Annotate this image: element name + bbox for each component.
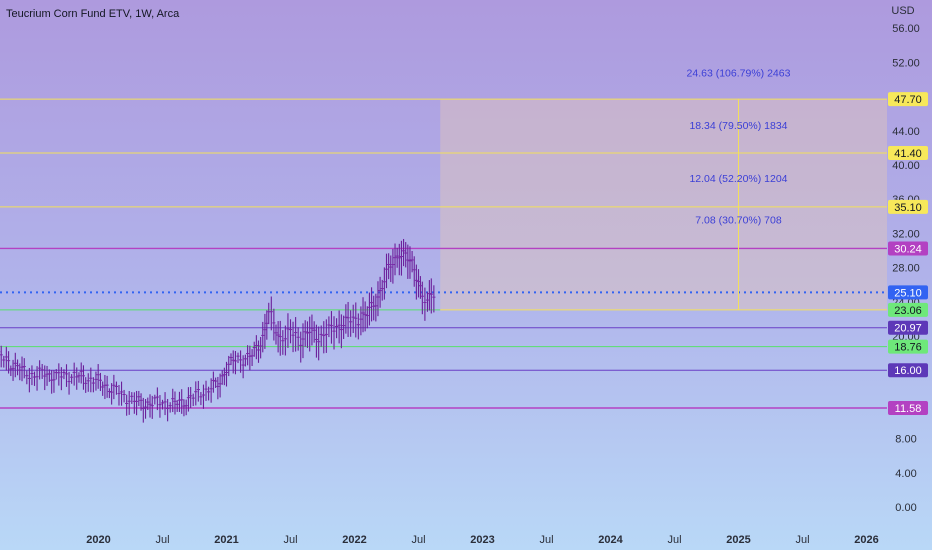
price-tag-label: 30.24 xyxy=(894,243,922,255)
price-tag-label: 47.70 xyxy=(894,94,922,106)
price-tag[interactable] xyxy=(888,241,928,256)
price-bars xyxy=(0,238,436,423)
price-tag-label: 41.40 xyxy=(894,148,922,160)
price-tag-label: 35.10 xyxy=(894,202,922,214)
y-tick-label: 32.00 xyxy=(892,228,920,240)
y-tick-label: 40.00 xyxy=(892,160,920,172)
x-tick-label: 2023 xyxy=(470,534,494,546)
x-tick-label: Jul xyxy=(667,534,681,546)
price-tag[interactable] xyxy=(888,320,928,335)
x-tick-label: Jul xyxy=(539,534,553,546)
fib-annotation: 18.34 (79.50%) 1834 xyxy=(689,120,787,132)
x-tick-label: Jul xyxy=(283,534,297,546)
y-tick-label: 52.00 xyxy=(892,57,920,69)
currency-label: USD xyxy=(891,5,914,17)
x-tick-label: 2025 xyxy=(726,534,750,546)
x-tick-label: Jul xyxy=(155,534,169,546)
x-tick-label: 2024 xyxy=(598,534,623,546)
price-tag[interactable] xyxy=(888,199,928,214)
y-tick-label: 56.00 xyxy=(892,23,920,35)
x-tick-label: 2022 xyxy=(342,534,366,546)
x-tick-label: Jul xyxy=(795,534,809,546)
price-tag[interactable] xyxy=(888,285,928,300)
y-tick-label: 28.00 xyxy=(892,263,920,275)
fib-annotation: 24.63 (106.79%) 2463 xyxy=(687,68,791,80)
price-tag[interactable] xyxy=(888,92,928,107)
x-tick-label: 2020 xyxy=(86,534,110,546)
x-tick-label: Jul xyxy=(411,534,425,546)
chart-title: Teucrium Corn Fund ETV, 1W, Arca xyxy=(6,8,180,20)
projection-box xyxy=(440,99,887,310)
fib-annotation: 12.04 (52.20%) 1204 xyxy=(689,173,787,185)
y-tick-label: 0.00 xyxy=(895,502,916,514)
y-tick-label: 44.00 xyxy=(892,126,920,138)
x-tick-label: 2021 xyxy=(214,534,238,546)
y-tick-label: 8.00 xyxy=(895,434,916,446)
price-tag-label: 25.10 xyxy=(894,287,922,299)
price-tag[interactable] xyxy=(888,339,928,354)
price-tag-label: 11.58 xyxy=(895,403,922,415)
price-tag[interactable] xyxy=(888,363,928,378)
price-tag[interactable] xyxy=(888,146,928,161)
price-tag-label: 20.97 xyxy=(894,323,922,335)
price-tag[interactable] xyxy=(888,302,928,317)
price-tag[interactable] xyxy=(888,400,928,415)
x-tick-label: 2026 xyxy=(854,534,878,546)
fib-annotation: 7.08 (30.70%) 708 xyxy=(695,215,782,227)
price-tag-label: 23.06 xyxy=(894,305,922,317)
price-tag-label: 18.76 xyxy=(894,342,922,354)
y-tick-label: 4.00 xyxy=(895,468,916,480)
price-tag-label: 16.00 xyxy=(894,365,922,377)
